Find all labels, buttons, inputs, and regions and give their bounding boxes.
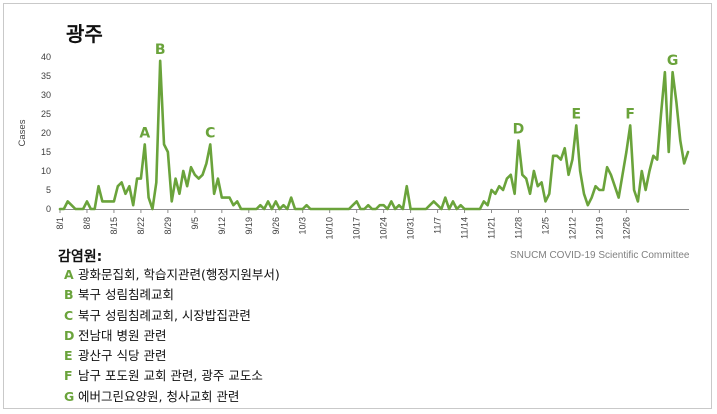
x-tick-label: 12/19 [594,217,604,240]
x-tick-label: 10/24 [379,217,389,240]
legend-item-d: D 전남대 병원 관련 [64,326,280,346]
legend-text: 북구 성림침례교회 [78,287,174,303]
annotation-g: G [667,53,679,69]
y-tick-label: 0 [46,204,51,214]
x-tick-label: 12/5 [540,217,550,235]
x-tick-label: 12/26 [621,217,631,240]
annotation-f: F [625,106,635,122]
y-tick-label: 30 [41,90,51,100]
legend-letter: G [64,388,75,404]
y-tick-label: 25 [41,109,51,119]
legend-letter: D [64,327,75,343]
legend-letter: C [64,307,74,323]
cases-series-line [58,59,690,211]
x-tick-label: 9/19 [244,217,254,235]
x-tick-label: 8/22 [136,217,146,235]
x-tick-label: 9/26 [271,217,281,235]
legend-letter: B [64,287,74,303]
annotation-d: D [513,122,525,138]
legend-text: 남구 포도원 교회 관련, 광주 교도소 [78,368,263,384]
annotation-e: E [571,106,581,122]
annotation-a: A [139,125,150,141]
annotation-b: B [155,42,166,58]
chart-frame [3,3,712,409]
x-tick-label: 8/1 [55,217,65,230]
legend-item-g: G 에버그린요양원, 청사교회 관련 [64,387,280,407]
legend-text: 전남대 병원 관련 [78,327,167,343]
x-tick-label: 12/12 [567,217,577,240]
chart-title: 광주 [66,22,103,46]
x-tick-label: 11/14 [460,217,470,239]
legend-item-f: F 남구 포도원 교회 관련, 광주 교도소 [64,366,280,386]
x-tick-label: 9/12 [217,217,227,235]
y-axis-label: Cases [17,119,28,146]
x-tick-label: 8/29 [163,217,173,235]
x-tick-label: 10/31 [406,217,416,240]
legend-list: A 광화문집회, 학습지관련(행정지원부서) B 북구 성림침례교회 C 북구 성림침… [64,265,280,407]
credit-text: SNUCM COVID-19 Scientific Committee [510,250,690,261]
x-tick-label: 11/21 [487,217,497,239]
legend-heading: 감염원: [58,249,103,265]
y-tick-label: 15 [41,147,51,157]
x-tick-label: 10/17 [352,217,362,240]
legend-item-a: A 광화문집회, 학습지관련(행정지원부서) [64,265,280,285]
legend-item-b: B 북구 성림침례교회 [64,285,280,305]
x-tick-label: 11/7 [433,217,443,234]
legend-letter: F [64,368,73,384]
legend-letter: A [64,267,74,282]
legend-item-e: E 광산구 식당 관련 [64,346,280,366]
legend-text: 에버그린요양원, 청사교회 관련 [78,388,240,404]
y-tick-label: 10 [41,166,51,176]
y-tick-label: 20 [41,128,51,138]
y-tick-label: 40 [41,52,51,62]
legend-text: 광산구 식당 관련 [78,348,167,364]
x-tick-label: 10/3 [298,217,308,235]
x-tick-label: 8/8 [82,217,92,230]
legend-text: 광화문집회, 학습지관련(행정지원부서) [78,267,280,282]
legend-text: 북구 성림침례교회, 시장밥집관련 [78,307,251,323]
annotation-c: C [205,125,215,141]
x-tick-label: 9/5 [190,217,200,230]
x-tick-label: 8/15 [109,217,119,235]
y-tick-label: 5 [46,185,51,195]
legend-letter: E [64,348,73,364]
y-tick-label: 35 [41,71,51,81]
x-tick-label: 11/28 [513,217,523,239]
x-tick-label: 10/10 [325,217,335,240]
legend-item-c: C 북구 성림침례교회, 시장밥집관련 [64,306,280,326]
